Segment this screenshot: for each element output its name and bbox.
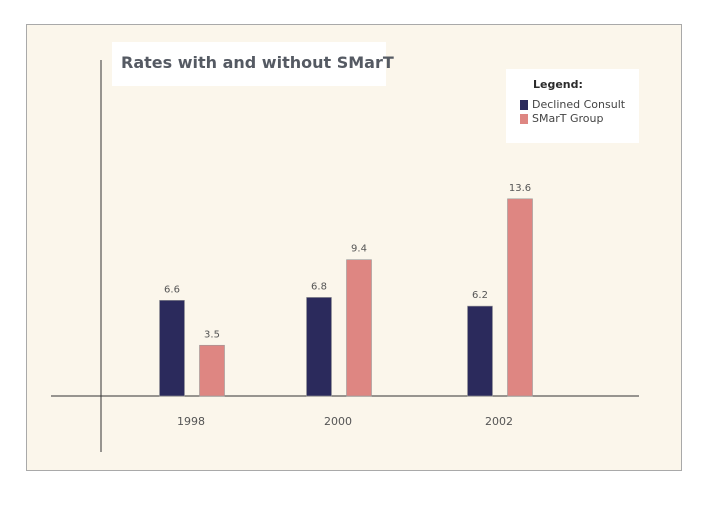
legend-title: Legend: [533,78,583,91]
chart-title: Rates with and without SMarT [121,53,394,72]
data-label: 6.2 [472,290,488,301]
data-label: 6.8 [311,281,327,292]
legend-swatch [520,113,528,124]
bar-smart-group-2002 [507,198,533,397]
x-tick-label: 2002 [485,415,513,428]
bar-declined-consult-2000 [306,297,332,397]
legend: Legend: Declined Consult SMarT Group [506,69,639,143]
legend-swatch [520,99,528,110]
x-tick-label: 2000 [324,415,352,428]
legend-item-smart-group: SMarT Group [520,112,603,125]
bar-smart-group-1998 [199,344,225,397]
legend-label: SMarT Group [532,112,604,125]
data-label: 9.4 [351,244,367,255]
data-label: 13.6 [509,183,531,194]
title-box: Rates with and without SMarT [112,42,394,86]
bar-smart-group-2000 [346,259,372,397]
bar-declined-consult-1998 [159,299,185,397]
data-label: 3.5 [204,329,220,340]
x-tick-label: 1998 [177,415,205,428]
bar-declined-consult-2002 [467,305,493,397]
data-label: 6.6 [164,284,180,295]
legend-item-declined-consult: Declined Consult [520,98,625,111]
legend-label: Declined Consult [532,98,626,111]
